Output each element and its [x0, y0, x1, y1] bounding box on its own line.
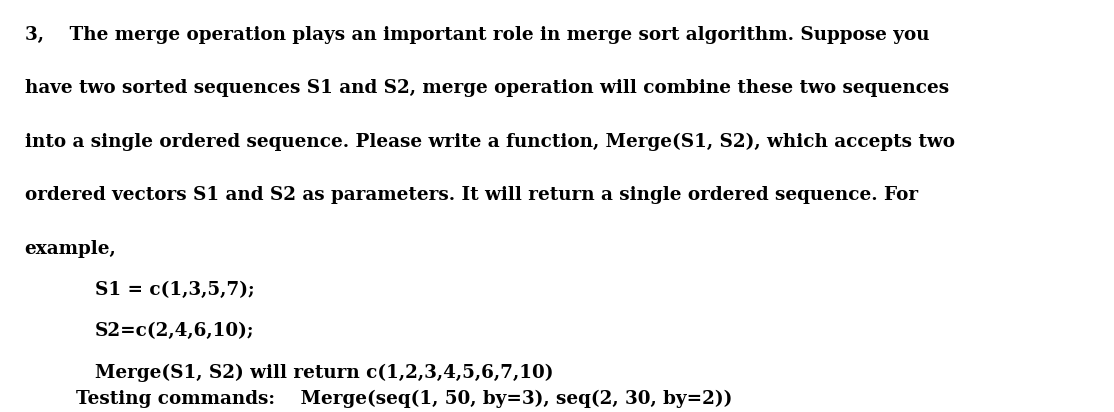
- Text: 3,    The merge operation plays an important role in merge sort algorithm. Suppo: 3, The merge operation plays an importan…: [25, 26, 929, 44]
- Text: example,: example,: [25, 240, 116, 258]
- Text: have two sorted sequences S1 and S2, merge operation will combine these two sequ: have two sorted sequences S1 and S2, mer…: [25, 79, 949, 97]
- Text: Merge(S1, S2) will return c(1,2,3,4,5,6,7,10): Merge(S1, S2) will return c(1,2,3,4,5,6,…: [95, 363, 554, 382]
- Text: ordered vectors S1 and S2 as parameters. It will return a single ordered sequenc: ordered vectors S1 and S2 as parameters.…: [25, 186, 918, 204]
- Text: S2=c(2,4,6,10);: S2=c(2,4,6,10);: [95, 322, 254, 340]
- Text: S1 = c(1,3,5,7);: S1 = c(1,3,5,7);: [95, 281, 254, 299]
- Text: Testing commands:    Merge(seq(1, 50, by=3), seq(2, 30, by=2)): Testing commands: Merge(seq(1, 50, by=3)…: [76, 389, 732, 407]
- Text: into a single ordered sequence. Please write a function, Merge(S1, S2), which ac: into a single ordered sequence. Please w…: [25, 133, 955, 151]
